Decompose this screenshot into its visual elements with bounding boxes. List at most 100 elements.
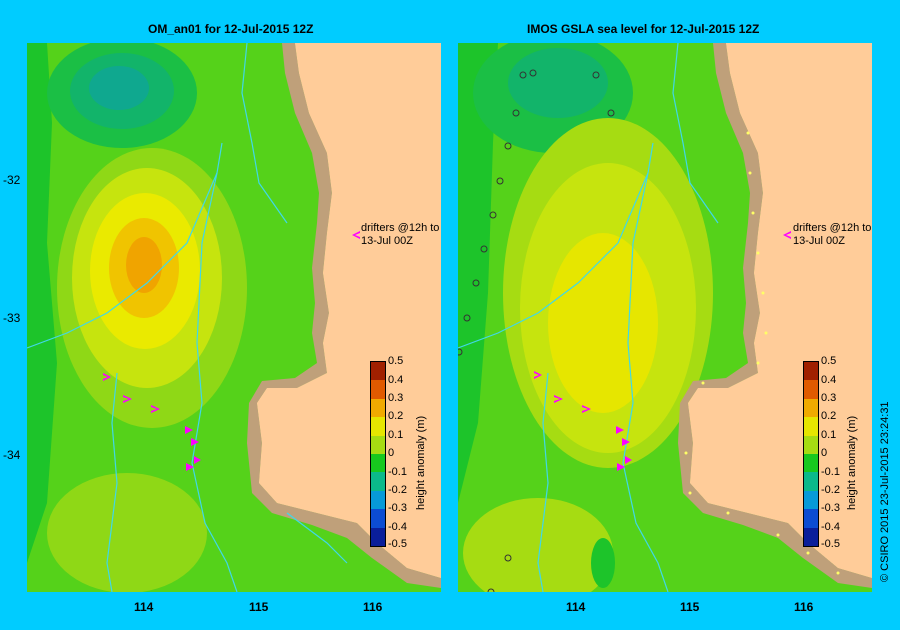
right-colorbar-tick: 0.2 — [821, 410, 837, 422]
right-colorbar-tick: 0.5 — [821, 355, 837, 367]
colorbar-swatch — [371, 509, 385, 528]
track-point — [684, 451, 688, 455]
left-colorbar-tick: 0.5 — [388, 355, 404, 367]
colorbar-swatch — [371, 472, 385, 491]
track-point — [776, 533, 780, 537]
lon-label: 116 — [363, 600, 383, 614]
right-colorbar-tick: -0.2 — [821, 484, 840, 496]
left-colorbar-tick: 0.1 — [388, 429, 404, 441]
left-map-title: OM_an01 for 12-Jul-2015 12Z — [148, 22, 314, 36]
track-point — [607, 109, 615, 117]
track-point — [463, 314, 471, 322]
lon-label: 115 — [680, 600, 700, 614]
drifter-marker — [622, 438, 630, 446]
colorbar-swatch — [804, 435, 818, 455]
track-point — [458, 348, 463, 356]
track-point — [519, 71, 527, 79]
track-point — [748, 171, 752, 175]
left-colorbar-tick: 0.3 — [388, 392, 404, 404]
colorbar-swatch — [804, 380, 818, 399]
right-colorbar-title: height anomaly (m) — [846, 415, 858, 510]
drifter-marker — [185, 426, 193, 434]
lon-label: 116 — [794, 600, 814, 614]
track-point — [726, 511, 730, 515]
left-map-panel — [27, 43, 441, 592]
drifter-marker — [582, 405, 591, 413]
right-colorbar-tick: -0.1 — [821, 466, 840, 478]
drifter-marker — [617, 463, 625, 471]
right-drifter-note: drifters @12h to 13-Jul 00Z — [793, 222, 872, 247]
right-colorbar-tick: -0.4 — [821, 521, 840, 533]
track-point — [836, 571, 840, 575]
drifter-marker — [194, 456, 201, 464]
colorbar-swatch — [804, 472, 818, 491]
colorbar-swatch — [804, 490, 818, 510]
left-colorbar-tick: -0.4 — [388, 521, 407, 533]
colorbar-swatch — [371, 490, 385, 510]
track-point — [512, 109, 520, 117]
left-drifter-note: drifters @12h to 13-Jul 00Z — [361, 222, 440, 247]
left-colorbar — [370, 361, 386, 547]
lon-label: 114 — [566, 600, 586, 614]
track-point — [701, 381, 705, 385]
right-colorbar-tick: 0.4 — [821, 374, 837, 386]
track-point — [529, 69, 537, 77]
lon-label: 115 — [249, 600, 269, 614]
colorbar-swatch — [804, 362, 818, 381]
colorbar-swatch — [371, 417, 385, 436]
drifter-marker — [554, 395, 563, 403]
colorbar-swatch — [371, 527, 385, 547]
colorbar-swatch — [804, 454, 818, 473]
track-point — [496, 177, 504, 185]
left-colorbar-title: height anomaly (m) — [415, 415, 427, 510]
track-point — [806, 551, 810, 555]
lat-label: -33 — [3, 311, 21, 325]
right-anomaly-field — [458, 43, 872, 592]
colorbar-swatch — [371, 380, 385, 399]
track-point — [480, 245, 488, 253]
track-point — [756, 251, 760, 255]
track-point — [761, 291, 765, 295]
right-colorbar — [803, 361, 819, 547]
colorbar-swatch — [804, 417, 818, 436]
right-map-title: IMOS GSLA sea level for 12-Jul-2015 12Z — [527, 22, 760, 36]
track-point — [472, 279, 480, 287]
drifter-marker — [616, 426, 624, 434]
track-point — [504, 142, 512, 150]
lat-label: -32 — [3, 173, 21, 187]
colorbar-swatch — [371, 362, 385, 381]
drifter-marker — [123, 395, 132, 403]
left-colorbar-tick: 0.4 — [388, 374, 404, 386]
colorbar-swatch — [804, 398, 818, 418]
colorbar-swatch — [371, 454, 385, 473]
lat-label: -34 — [3, 448, 21, 462]
drifter-marker — [103, 373, 111, 381]
right-colorbar-tick: 0 — [821, 447, 828, 459]
track-point — [592, 71, 600, 79]
left-colorbar-tick: -0.2 — [388, 484, 407, 496]
credit-text: © CSIRO 2015 23-Jul-2015 23:24:31 — [879, 401, 891, 582]
track-point — [487, 588, 495, 592]
track-point — [751, 211, 755, 215]
right-colorbar-tick: -0.5 — [821, 538, 840, 550]
right-colorbar-tick: 0.1 — [821, 429, 837, 441]
drifter-marker — [151, 405, 160, 413]
right-colorbar-tick: -0.3 — [821, 502, 840, 514]
colorbar-swatch — [804, 527, 818, 547]
lon-label: 114 — [134, 600, 154, 614]
colorbar-swatch — [804, 509, 818, 528]
left-colorbar-tick: -0.3 — [388, 502, 407, 514]
track-point — [504, 554, 512, 562]
colorbar-swatch — [371, 435, 385, 455]
track-point — [746, 131, 750, 135]
left-colorbar-tick: 0 — [388, 447, 395, 459]
colorbar-swatch — [371, 398, 385, 418]
drifter-marker — [186, 463, 194, 471]
track-point — [764, 331, 768, 335]
drifter-marker — [191, 438, 199, 446]
drifter-marker — [534, 371, 542, 379]
drifter-marker — [783, 231, 791, 239]
left-colorbar-tick: 0.2 — [388, 410, 404, 422]
track-point — [688, 491, 692, 495]
right-colorbar-tick: 0.3 — [821, 392, 837, 404]
